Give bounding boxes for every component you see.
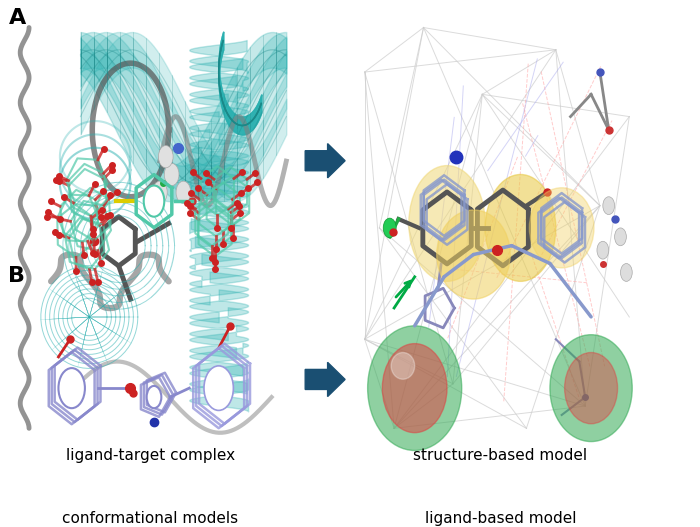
Ellipse shape bbox=[437, 210, 510, 299]
Ellipse shape bbox=[550, 335, 632, 442]
Circle shape bbox=[176, 181, 190, 203]
Circle shape bbox=[204, 366, 233, 411]
Text: A: A bbox=[8, 8, 26, 28]
Ellipse shape bbox=[565, 353, 617, 424]
FancyArrow shape bbox=[305, 143, 345, 178]
Circle shape bbox=[158, 145, 173, 168]
Ellipse shape bbox=[391, 353, 414, 379]
Circle shape bbox=[59, 368, 85, 408]
Ellipse shape bbox=[529, 188, 594, 268]
Text: ligand-target complex: ligand-target complex bbox=[66, 448, 235, 463]
Circle shape bbox=[153, 181, 167, 203]
Text: structure-based model: structure-based model bbox=[414, 448, 587, 463]
Text: conformational models: conformational models bbox=[62, 511, 239, 526]
Circle shape bbox=[485, 174, 556, 281]
Ellipse shape bbox=[382, 344, 447, 433]
Circle shape bbox=[144, 186, 164, 217]
Circle shape bbox=[147, 386, 161, 408]
Text: B: B bbox=[8, 266, 25, 286]
Circle shape bbox=[597, 241, 609, 259]
Ellipse shape bbox=[368, 326, 462, 451]
Circle shape bbox=[164, 163, 179, 186]
Circle shape bbox=[383, 218, 396, 238]
Circle shape bbox=[615, 228, 626, 246]
Circle shape bbox=[603, 197, 615, 214]
Text: ligand-based model: ligand-based model bbox=[425, 511, 576, 526]
Circle shape bbox=[409, 165, 485, 281]
FancyArrow shape bbox=[305, 363, 345, 396]
Circle shape bbox=[620, 264, 632, 281]
